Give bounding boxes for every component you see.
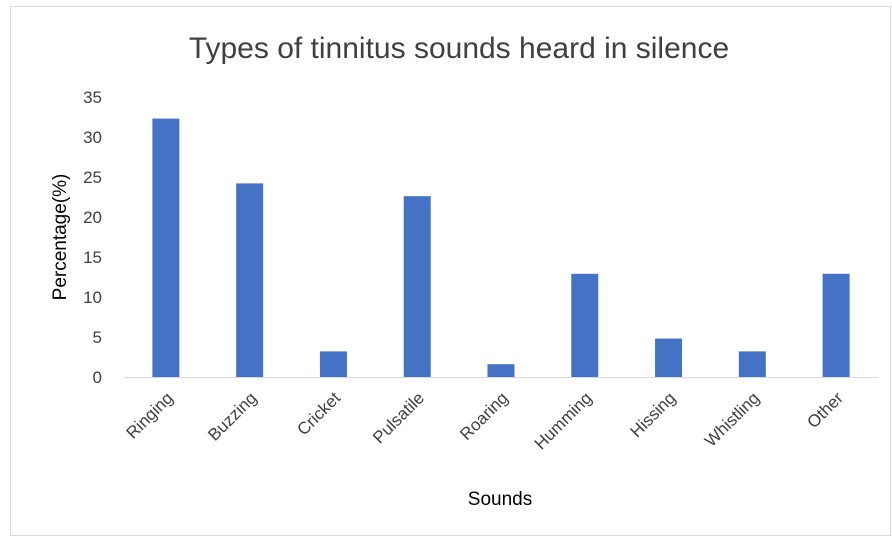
- y-tick-label: 15: [83, 248, 102, 267]
- x-tick-label: Hissing: [627, 388, 680, 441]
- bar-cricket: [320, 351, 347, 377]
- bar-whistling: [739, 351, 766, 377]
- bar-pulsatile: [404, 196, 431, 377]
- y-tick-label: 30: [83, 128, 102, 147]
- chart-title: Types of tinnitus sounds heard in silenc…: [189, 32, 729, 65]
- bar-hissing: [655, 339, 682, 377]
- y-axis-ticks: 0 5 10 15 20 25 30 35: [83, 88, 102, 387]
- x-axis-title: Sounds: [468, 489, 532, 510]
- bar-roaring: [488, 364, 515, 377]
- bar-ringing: [152, 119, 179, 377]
- x-tick-label: Buzzing: [204, 388, 260, 444]
- y-tick-label: 0: [93, 368, 102, 387]
- bars: [152, 119, 849, 377]
- x-tick-label: Other: [803, 388, 847, 432]
- x-tick-label: Pulsatile: [369, 388, 428, 447]
- y-tick-label: 5: [93, 328, 102, 347]
- bar-buzzing: [236, 183, 263, 377]
- x-tick-label: Ringing: [123, 388, 177, 442]
- y-axis-title: Percentage(%): [50, 174, 71, 301]
- y-tick-label: 35: [83, 88, 102, 107]
- bar-humming: [571, 274, 598, 377]
- y-tick-label: 25: [83, 168, 102, 187]
- x-tick-label: Whistling: [701, 388, 763, 450]
- x-tick-label: Roaring: [456, 388, 512, 444]
- x-tick-label: Cricket: [293, 388, 344, 439]
- bar-other: [823, 274, 850, 377]
- y-tick-label: 10: [83, 288, 102, 307]
- x-tick-label: Humming: [531, 388, 596, 453]
- y-tick-label: 20: [83, 208, 102, 227]
- x-axis-ticks: Ringing Buzzing Cricket Pulsatile Roaring Hum…: [123, 388, 848, 453]
